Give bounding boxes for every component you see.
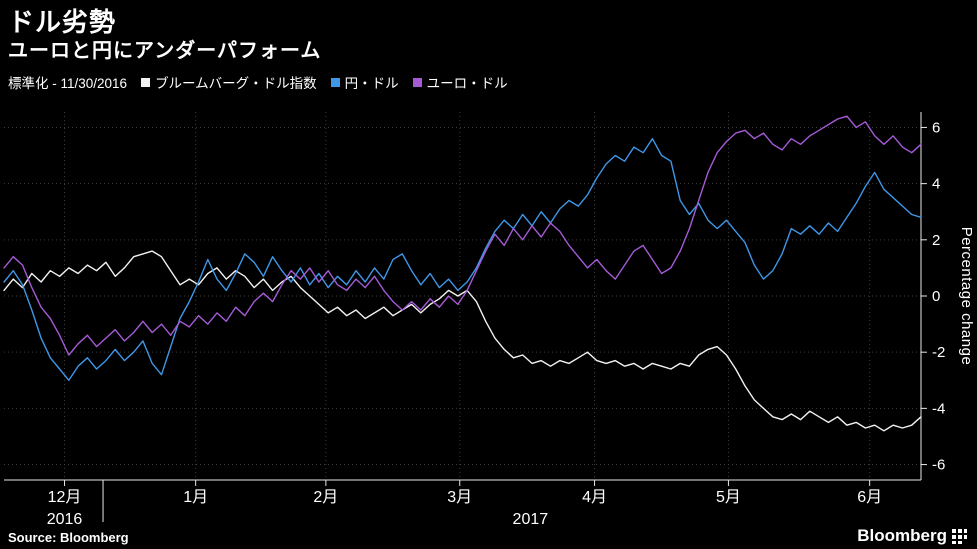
legend-item-euro-dollar: ユーロ・ドル bbox=[412, 72, 508, 92]
svg-text:6: 6 bbox=[932, 119, 940, 136]
svg-text:6月: 6月 bbox=[857, 489, 882, 506]
svg-text:2016: 2016 bbox=[47, 511, 83, 528]
legend: 標準化 - 11/30/2016 ブルームバーグ・ドル指数 円・ドル ユーロ・ド… bbox=[8, 72, 508, 92]
legend-item-yen-dollar: 円・ドル bbox=[330, 72, 399, 92]
source-label: Source: Bloomberg bbox=[8, 530, 129, 545]
legend-item-dollar-index: ブルームバーグ・ドル指数 bbox=[141, 72, 317, 92]
page-subtitle: ユーロと円にアンダーパフォーム bbox=[8, 40, 322, 62]
svg-text:Percentage change: Percentage change bbox=[958, 227, 975, 366]
bloomberg-logo: Bloomberg bbox=[857, 526, 967, 546]
page-title: ドル劣勢 bbox=[8, 7, 117, 37]
yen-dollar-swatch-icon bbox=[330, 77, 340, 87]
bloomberg-logo-text: Bloomberg bbox=[857, 526, 947, 545]
svg-text:2: 2 bbox=[932, 232, 940, 249]
svg-text:-2: -2 bbox=[932, 344, 945, 361]
svg-text:3月: 3月 bbox=[447, 489, 472, 506]
legend-item-label: ブルームバーグ・ドル指数 bbox=[155, 76, 317, 91]
svg-text:4: 4 bbox=[932, 176, 940, 193]
svg-text:-6: -6 bbox=[932, 457, 945, 474]
svg-text:0: 0 bbox=[932, 288, 940, 305]
legend-item-label: ユーロ・ドル bbox=[426, 76, 508, 91]
svg-text:4月: 4月 bbox=[582, 489, 607, 506]
legend-item-label: 円・ドル bbox=[344, 76, 399, 91]
svg-text:5月: 5月 bbox=[716, 489, 741, 506]
svg-text:1月: 1月 bbox=[183, 489, 208, 506]
svg-text:2017: 2017 bbox=[513, 511, 549, 528]
legend-normalized-note: 標準化 - 11/30/2016 bbox=[8, 76, 128, 91]
svg-text:2月: 2月 bbox=[313, 489, 338, 506]
svg-text:-4: -4 bbox=[932, 400, 945, 417]
euro-dollar-swatch-icon bbox=[412, 77, 422, 87]
dollar-index-swatch-icon bbox=[141, 77, 151, 87]
bloomberg-terminal-icon bbox=[952, 528, 967, 544]
svg-text:12月: 12月 bbox=[48, 489, 82, 506]
